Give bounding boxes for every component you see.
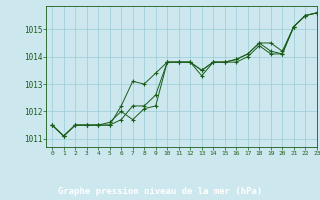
Text: Graphe pression niveau de la mer (hPa): Graphe pression niveau de la mer (hPa) (58, 187, 262, 196)
